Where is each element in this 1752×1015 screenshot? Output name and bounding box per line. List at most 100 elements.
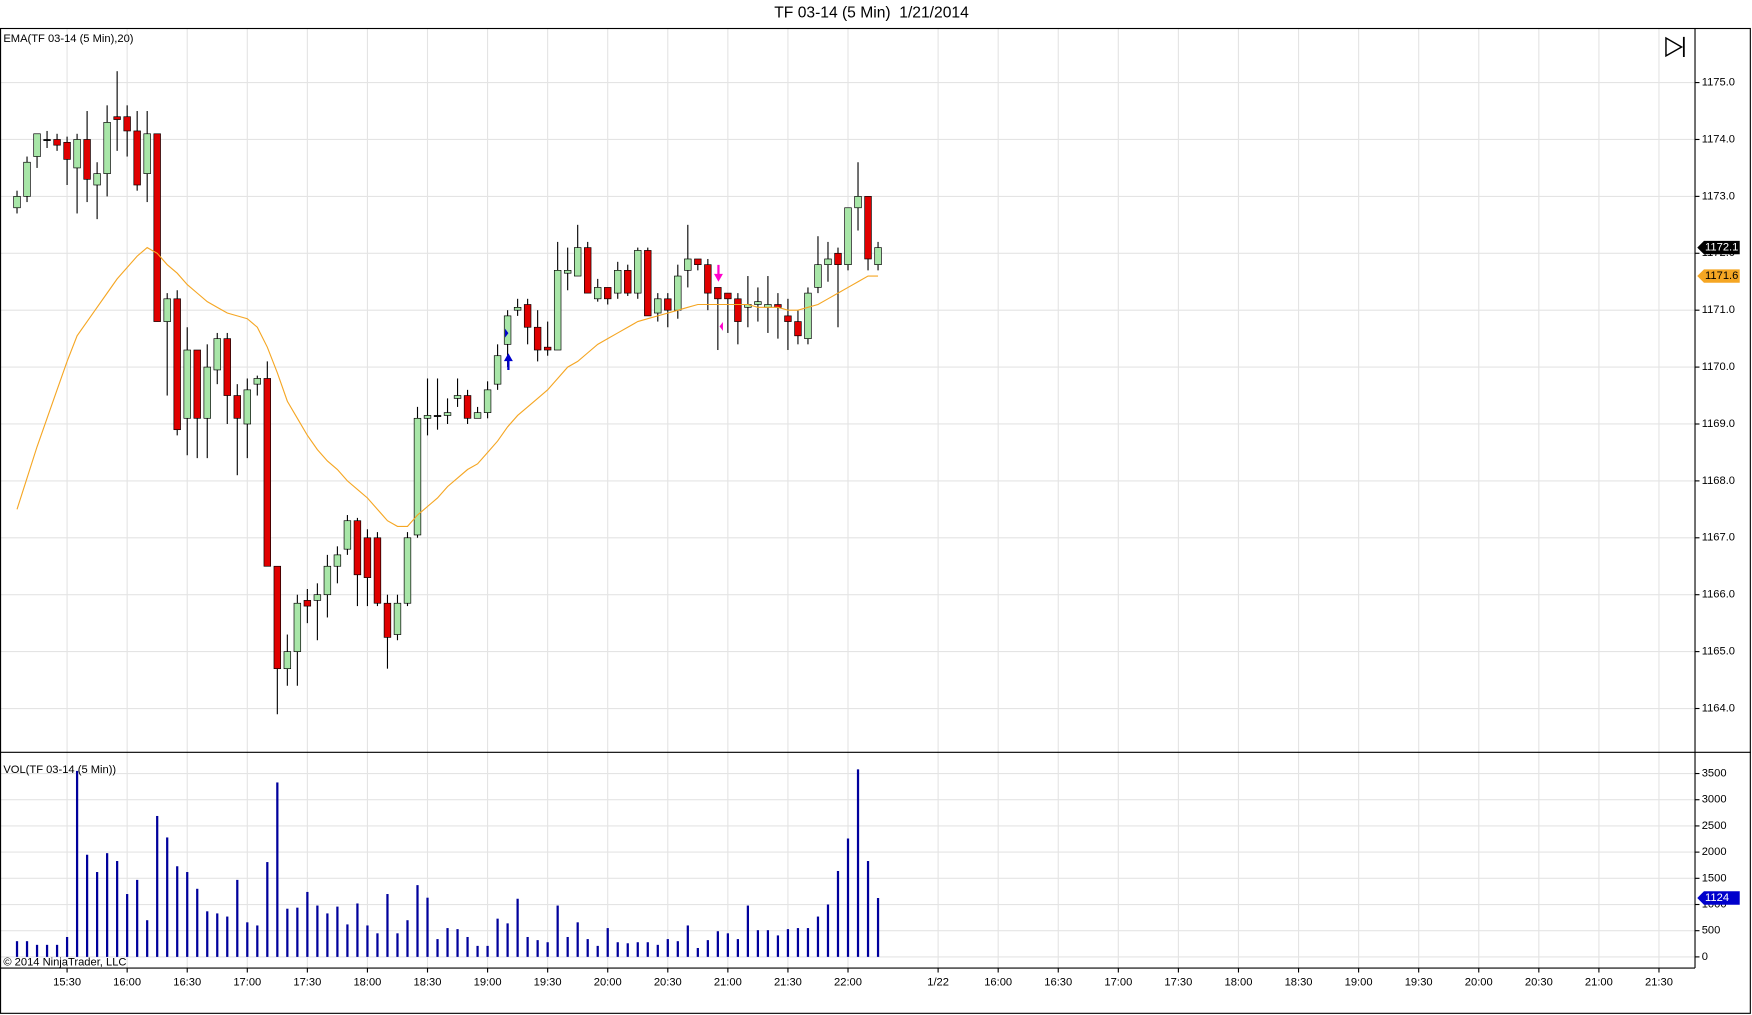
- candle-body: [684, 258, 692, 271]
- volume-bar: [146, 920, 149, 957]
- candle-body: [844, 207, 852, 265]
- volume-bar: [366, 925, 369, 957]
- candle-body: [253, 378, 261, 385]
- volume-bar: [65, 936, 69, 957]
- volume-bar: [416, 885, 419, 957]
- y-tick-label: 1500: [1702, 872, 1727, 884]
- volume-bar: [866, 861, 870, 957]
- volume-bar: [226, 916, 229, 957]
- volume-bar: [586, 939, 589, 957]
- volume-bar: [576, 922, 579, 957]
- candle-body: [604, 287, 612, 300]
- candle-body: [453, 395, 462, 399]
- candle-body: [213, 338, 221, 371]
- candle-body: [664, 298, 672, 311]
- candle-body: [694, 258, 702, 265]
- volume-bar: [546, 942, 549, 957]
- y-tick-label: 1168.0: [1702, 475, 1735, 487]
- candle-body: [203, 366, 211, 419]
- volume-bar: [606, 928, 609, 957]
- candle-body: [23, 161, 31, 197]
- volume-bar: [446, 928, 449, 957]
- candle-body: [383, 602, 392, 638]
- candle-body: [834, 252, 842, 265]
- y-tick-label: 1167.0: [1702, 532, 1735, 544]
- volume-bar: [196, 888, 199, 957]
- candle-body: [553, 270, 562, 351]
- volume-bar: [486, 945, 489, 957]
- volume-bar: [696, 947, 699, 957]
- candle-body: [704, 264, 712, 294]
- candle-body: [413, 417, 422, 536]
- candle-body: [193, 349, 201, 419]
- volume-bar: [426, 897, 429, 957]
- price-marker: [1697, 240, 1740, 255]
- volume-bar: [466, 936, 469, 957]
- volume-bar: [846, 838, 850, 957]
- candle-body: [273, 565, 282, 670]
- volume-bar: [376, 933, 379, 957]
- volume-bar: [646, 942, 649, 957]
- copyright: © 2014 NinjaTrader, LLC: [3, 956, 126, 968]
- candle-body: [263, 378, 272, 567]
- x-tick-label: 21:30: [774, 977, 802, 989]
- x-tick-label: 17:30: [1164, 977, 1192, 989]
- candle-body: [333, 554, 342, 567]
- candle-body: [363, 537, 372, 578]
- x-tick-label: 16:30: [1044, 977, 1072, 989]
- candle-body: [624, 270, 632, 294]
- candle-body: [594, 287, 602, 300]
- candle-body: [143, 133, 151, 174]
- candle-body: [83, 139, 91, 180]
- candle-body: [513, 307, 522, 311]
- y-tick-label: 2000: [1702, 846, 1727, 858]
- volume-bar: [35, 944, 39, 957]
- price-marker: [1697, 891, 1740, 905]
- candle-body: [53, 139, 61, 146]
- price-marker: [1697, 269, 1740, 283]
- grid: [0, 27, 1696, 969]
- candle-body: [634, 250, 642, 294]
- candle-body: [794, 321, 802, 337]
- volume-bar: [25, 941, 29, 957]
- volume-bar: [346, 924, 349, 957]
- volume-bar: [396, 933, 399, 957]
- volume-bar: [616, 942, 619, 957]
- volume-bar: [776, 935, 780, 957]
- x-tick-label: 18:30: [1285, 977, 1313, 989]
- volume-bar: [85, 854, 89, 957]
- volume-bar: [266, 862, 269, 957]
- candle-body: [393, 602, 402, 635]
- candle-body: [343, 520, 352, 550]
- volume-bar: [216, 913, 219, 957]
- volume-bar: [236, 879, 239, 957]
- candle-body: [123, 116, 131, 132]
- volume-bar: [306, 891, 309, 957]
- volume-bar: [326, 913, 329, 957]
- candle-body: [353, 520, 362, 576]
- candle-body: [43, 139, 51, 141]
- volume-bar: [55, 944, 59, 957]
- volume-bar: [596, 945, 599, 957]
- volume-bar: [826, 904, 830, 957]
- y-tick-label: 1166.0: [1702, 589, 1735, 601]
- x-tick-label: 18:00: [1225, 977, 1253, 989]
- volume-bar: [536, 940, 539, 957]
- ema-line: [16, 246, 879, 527]
- scroll-end-icon[interactable]: [1665, 36, 1685, 58]
- volume-bar: [456, 929, 459, 957]
- y-tick-label: 1164.0: [1702, 702, 1735, 714]
- volume-bar: [706, 940, 709, 957]
- candle-body: [433, 415, 442, 417]
- x-tick-label: 20:30: [1525, 977, 1553, 989]
- price-marker-label: 1171.6: [1705, 270, 1738, 282]
- candle-body: [73, 139, 81, 169]
- x-tick-label: 21:00: [714, 977, 742, 989]
- volume-bar: [816, 916, 820, 957]
- signal-arrows: [503, 264, 723, 371]
- y-tick-label: 3000: [1702, 794, 1727, 806]
- x-tick-label: 21:30: [1645, 977, 1673, 989]
